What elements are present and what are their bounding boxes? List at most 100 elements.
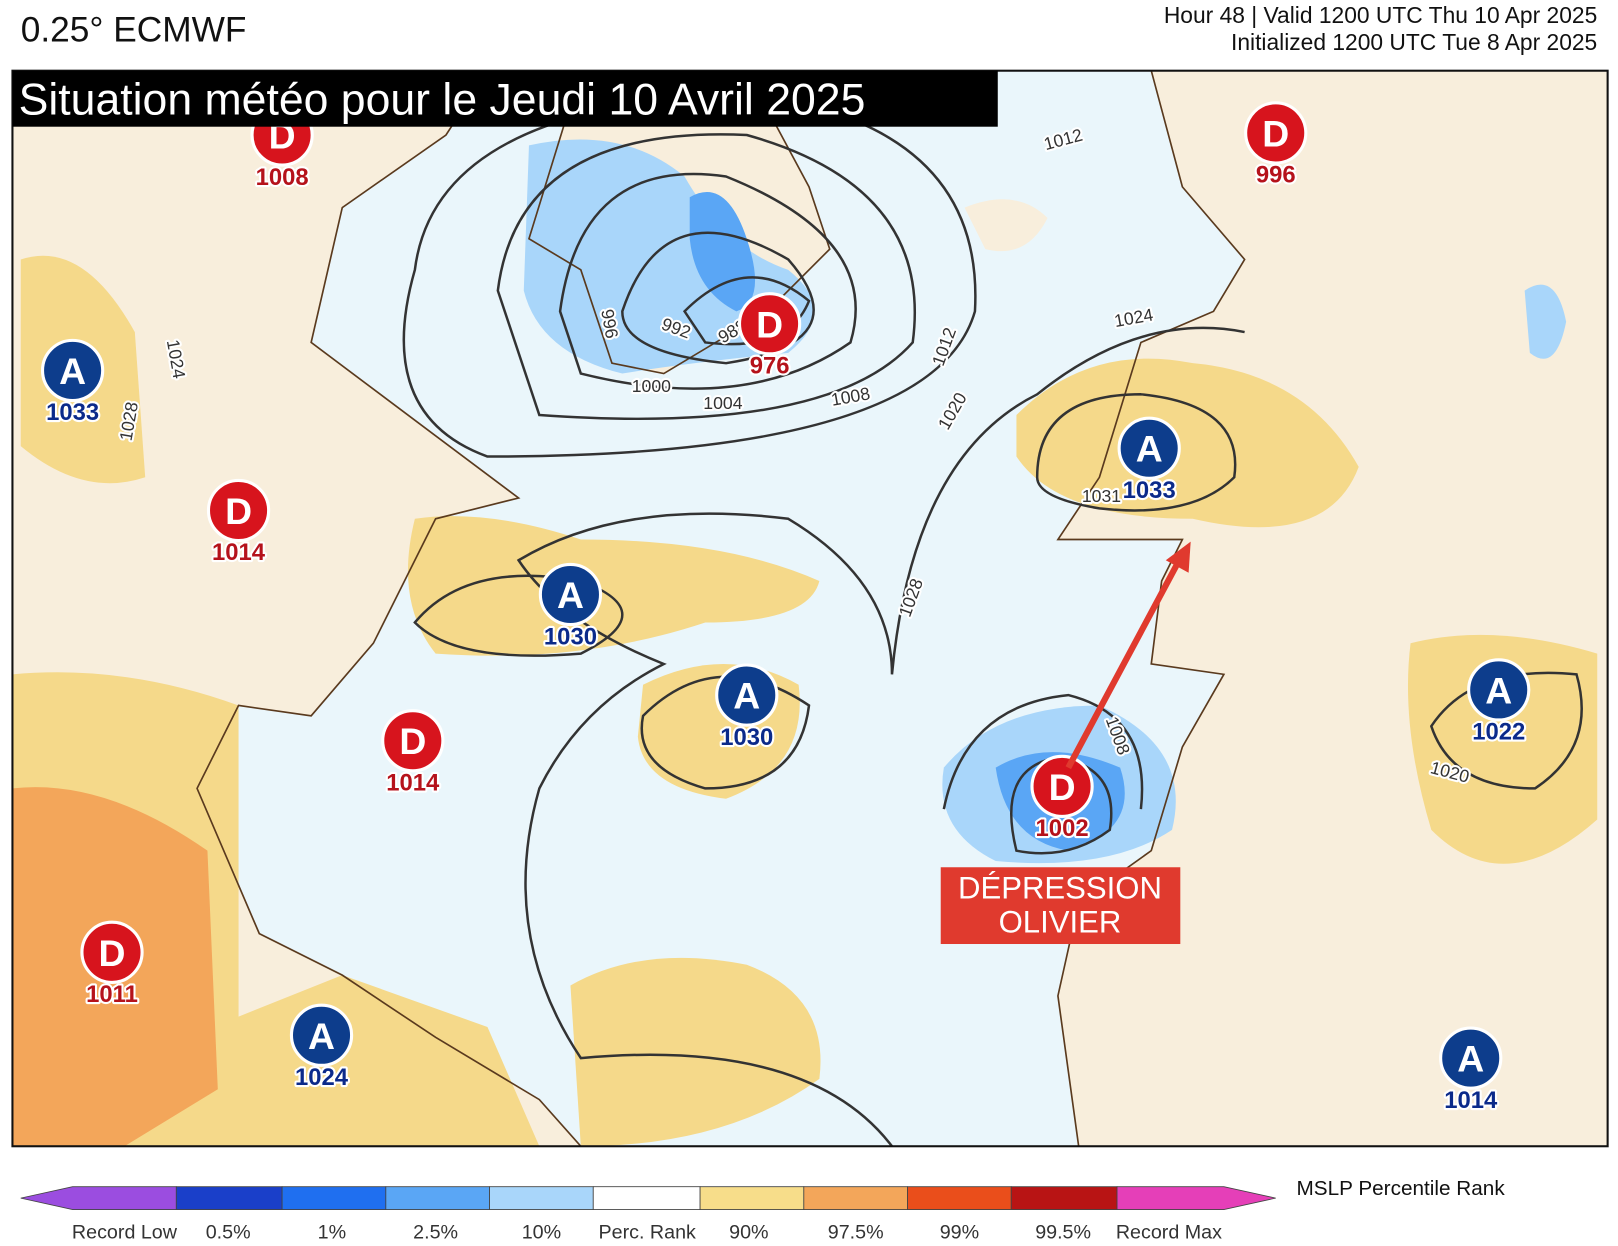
center-letter: D (1262, 112, 1289, 154)
center-pressure: 1022 (1472, 719, 1525, 746)
center-letter: A (557, 574, 584, 616)
colorbar-label: 97.5% (828, 1222, 884, 1244)
center-letter: D (99, 932, 126, 974)
center-pressure: 1008 (256, 164, 309, 191)
anomaly-low (689, 192, 756, 312)
colorbar-segment (385, 1186, 490, 1210)
center-letter: A (733, 675, 760, 717)
center-marker (1117, 416, 1181, 480)
isobar (1035, 393, 1237, 512)
colorbar-segment (592, 1186, 701, 1210)
pressure-center: A 1030 (538, 562, 603, 652)
center-marker (40, 338, 105, 403)
anomaly-high (1407, 634, 1598, 864)
colorbar-label: 90% (729, 1222, 768, 1244)
contour-label: 996 (597, 308, 622, 341)
colorbar-label: Record Low (72, 1222, 178, 1244)
center-letter: D (399, 720, 426, 762)
colorbar-label: 0.5% (206, 1222, 251, 1244)
annotation-line: DÉPRESSION (958, 870, 1162, 905)
center-marker (1439, 1026, 1503, 1090)
center-marker (1030, 754, 1094, 818)
title: Situation météo pour le Jeudi 10 Avril 2… (19, 75, 866, 124)
colorbar-segment (1010, 1186, 1118, 1210)
anomaly-high (407, 516, 820, 656)
colorbar-label: 10% (522, 1222, 561, 1244)
pressure-center: A 1022 (1467, 658, 1531, 748)
center-letter: A (1457, 1038, 1484, 1080)
pressure-center: A 1033 (40, 338, 105, 428)
center-letter: D (225, 490, 252, 532)
center-marker (206, 478, 271, 543)
center-marker (538, 562, 603, 627)
pressure-center: D 976 (737, 292, 802, 382)
anomaly-high (570, 957, 821, 1147)
center-pressure: 1014 (386, 770, 440, 797)
coastline (196, 70, 582, 1147)
colorbar-title: MSLP Percentile Rank (1296, 1177, 1505, 1200)
colorbar-segment (803, 1186, 908, 1210)
colorbar-segment (1116, 1186, 1276, 1210)
model-name: 0.25° ECMWF (21, 11, 247, 50)
map-area (11, 69, 1609, 1148)
colorbar-segment (907, 1186, 1012, 1210)
colorbar-segment (489, 1186, 594, 1210)
track-arrow (1065, 556, 1184, 770)
annotation-line: OLIVIER (999, 905, 1122, 940)
colorbar-segment (699, 1186, 805, 1210)
isobar (413, 574, 811, 790)
pressure-center: D 1011 (80, 920, 144, 1010)
center-marker (737, 292, 802, 356)
isobar (516, 326, 1245, 1147)
center-pressure: 1024 (295, 1064, 349, 1091)
annotation-box (940, 867, 1181, 945)
center-letter: A (308, 1015, 335, 1057)
colorbar-label: 2.5% (413, 1222, 458, 1244)
center-letter: A (1136, 428, 1163, 470)
anomaly-high (1016, 358, 1359, 528)
center-pressure: 1011 (86, 981, 138, 1008)
iceland (964, 199, 1048, 252)
title-box (12, 70, 998, 127)
eurafrica (1057, 70, 1608, 1147)
colorbar-label: 99% (940, 1222, 979, 1244)
center-letter: A (59, 350, 86, 392)
isobar (942, 693, 1144, 855)
center-pressure: 1014 (212, 539, 266, 566)
pressure-center: D 996 (1244, 101, 1308, 191)
anomaly-low (1524, 284, 1567, 359)
center-pressure: 1014 (1444, 1087, 1498, 1114)
contour-label: 1004 (703, 393, 742, 413)
colorbar-label: 1% (318, 1222, 346, 1244)
center-marker (715, 663, 779, 727)
isobar (402, 92, 977, 458)
center-marker (1467, 658, 1531, 722)
center-pressure: 1030 (720, 724, 773, 751)
center-marker (1244, 101, 1308, 165)
contour-label: 1031 (1082, 486, 1121, 506)
coastline (527, 70, 831, 375)
arrow-head (1165, 541, 1191, 573)
pressure-center: D 1002 (1030, 754, 1094, 844)
init-time: Initialized 1200 UTC Tue 8 Apr 2025 (1231, 29, 1597, 55)
colorbar-label: 99.5% (1035, 1222, 1091, 1244)
colorbar-label: Perc. Rank (599, 1222, 697, 1244)
center-pressure: 1030 (544, 623, 597, 650)
pressure-center: D 1014 (381, 709, 445, 799)
center-letter: D (756, 303, 783, 345)
pressure-center: A 1030 (715, 663, 779, 753)
center-letter: D (1049, 766, 1076, 808)
colorbar: Record Low 0.5% 1% 2.5% 10% Perc. Rank 90% 97.5… (20, 1186, 1276, 1244)
center-pressure: 996 (1256, 162, 1296, 189)
center-letter: A (1485, 669, 1512, 711)
center-pressure: 1033 (1123, 477, 1176, 504)
pressure-center: A 1033 (1117, 416, 1181, 506)
pressure-center: A 1024 (289, 1003, 354, 1093)
center-pressure: 1033 (46, 399, 99, 426)
center-marker (381, 709, 445, 773)
colorbar-segment (175, 1186, 283, 1210)
contour-label: 1000 (632, 376, 671, 396)
center-marker (80, 920, 144, 984)
center-pressure: 976 (750, 353, 790, 380)
